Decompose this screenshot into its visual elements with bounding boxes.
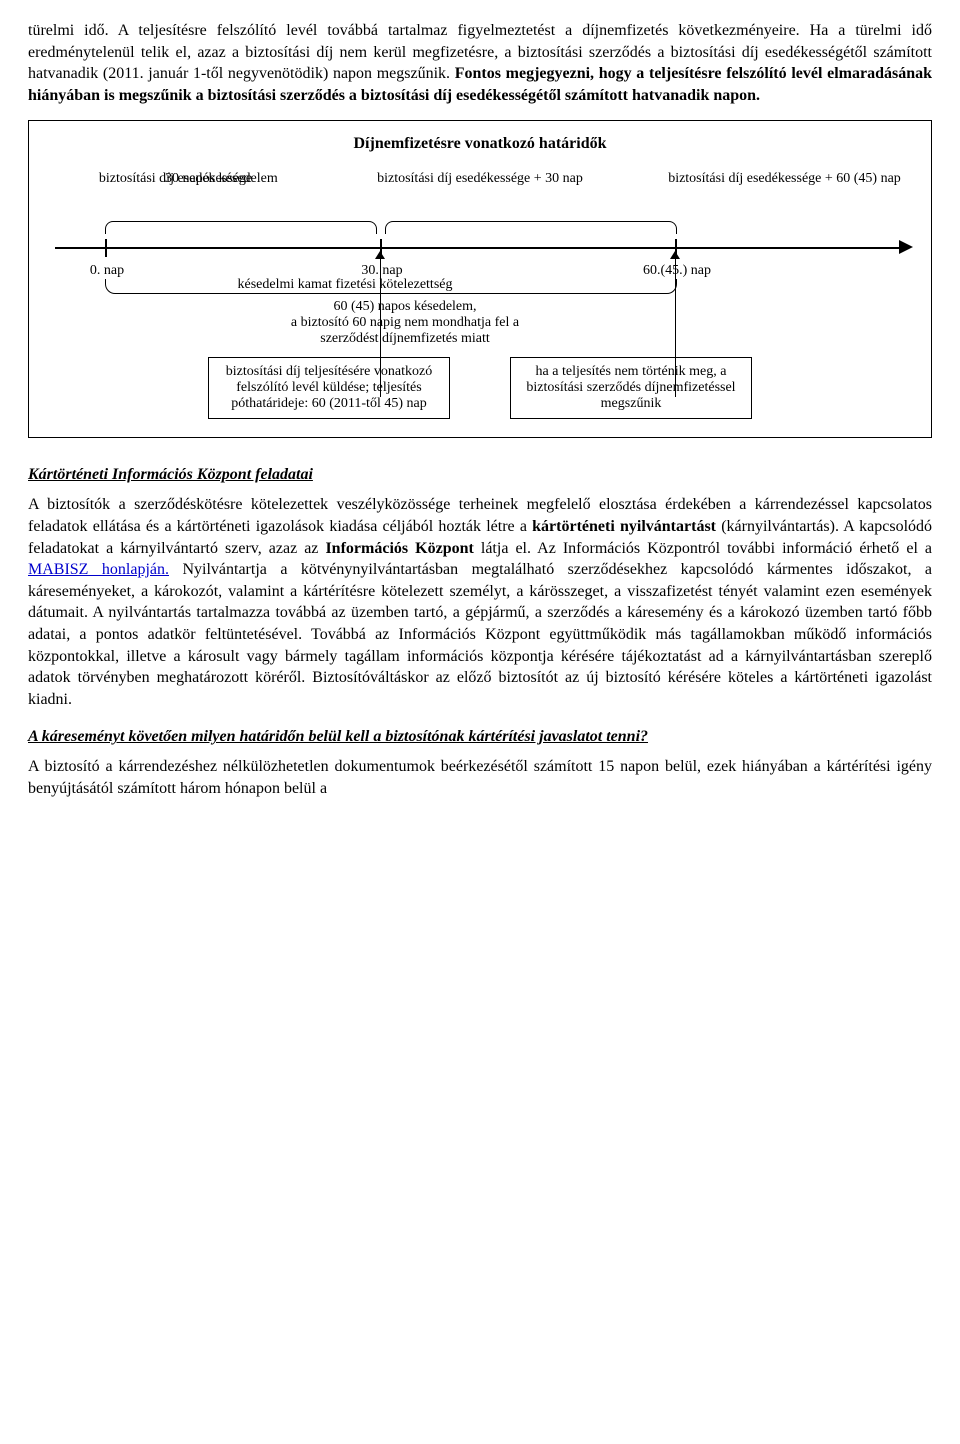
arrowhead-up-left-icon bbox=[375, 251, 385, 259]
late-interest-label: késedelmi kamat fizetési kötelezettség bbox=[195, 277, 495, 293]
label-due-plus-30: biztosítási díj esedékessége + 30 nap bbox=[350, 171, 611, 187]
arrowhead-up-right-icon bbox=[670, 251, 680, 259]
callout-reminder-letter: biztosítási díj teljesítésére vonatkozó … bbox=[208, 357, 450, 419]
sec-f: Nyilvántartja a kötvénynyilvántartásban … bbox=[28, 561, 932, 708]
answer-paragraph: A biztosító a kárrendezéshez nélkülözhet… bbox=[28, 756, 932, 799]
tick-0-label: 0. nap bbox=[90, 263, 124, 279]
timeline-axis: 0. nap 30. nap 60.(45.) nap késedelmi ka… bbox=[45, 217, 915, 347]
mabisz-link[interactable]: MABISZ honlapján. bbox=[28, 561, 169, 578]
diagram-title: Díjnemfizetésre vonatkozó határidők bbox=[45, 135, 915, 153]
under-block-label: 60 (45) napos késedelem, a biztosító 60 … bbox=[225, 299, 585, 347]
callout-row: biztosítási díj teljesítésére vonatkozó … bbox=[45, 357, 915, 419]
intro-paragraph: türelmi idő. A teljesítésre felszólító l… bbox=[28, 20, 932, 106]
tick-0: 0. nap bbox=[105, 239, 107, 257]
sec-e: látja el. Az Információs Központról tová… bbox=[481, 540, 932, 557]
callout-contract-terminates: ha a teljesítés nem történik meg, a bizt… bbox=[510, 357, 752, 419]
brace-30-60 bbox=[385, 221, 677, 234]
section-paragraph: A biztosítók a szerződéskötésre köteleze… bbox=[28, 494, 932, 710]
sec-d: Információs Központ bbox=[325, 540, 473, 557]
axis-arrowhead-icon bbox=[899, 240, 913, 254]
question-heading: A káreseményt követően milyen határidőn … bbox=[28, 728, 932, 746]
section-heading: Kártörténeti Információs Központ feladat… bbox=[28, 466, 932, 484]
deadline-diagram: Díjnemfizetésre vonatkozó határidők bizt… bbox=[28, 120, 932, 438]
sec-b: kártörténeti nyilvántartást bbox=[532, 518, 716, 535]
label-due-plus-60: biztosítási díj esedékessége + 60 (45) n… bbox=[654, 171, 915, 187]
tick-60-label: 60.(45.) nap bbox=[643, 263, 711, 279]
brace-0-30 bbox=[105, 221, 377, 234]
axis-line bbox=[55, 247, 905, 249]
